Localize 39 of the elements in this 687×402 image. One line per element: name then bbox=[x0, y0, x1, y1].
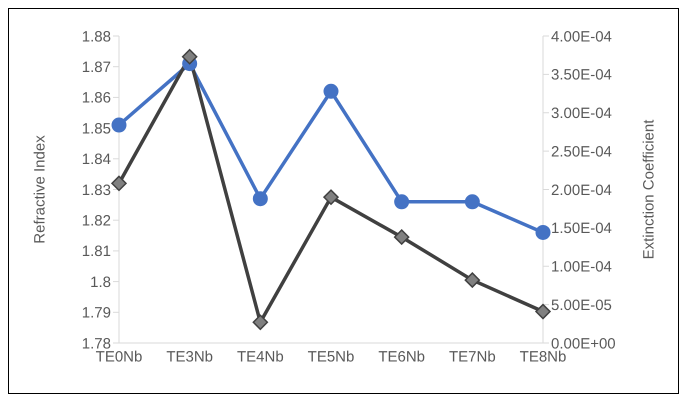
y-tick-label: 1.85 bbox=[82, 120, 111, 138]
x-tick-label: TE8Nb bbox=[520, 348, 566, 366]
y2-tick-label: 3.00E-04 bbox=[551, 105, 612, 122]
x-tick-label: TE6Nb bbox=[378, 348, 426, 366]
y-tick-label: 1.81 bbox=[82, 243, 111, 260]
x-tick-label: TE4Nb bbox=[236, 348, 284, 366]
y-axis-title: Refractive Index bbox=[31, 134, 48, 244]
point bbox=[394, 194, 410, 210]
y2-tick-label: 1.00E-04 bbox=[551, 258, 612, 276]
point bbox=[112, 118, 126, 133]
y2-tick-label: 4.00E-04 bbox=[551, 28, 612, 46]
x-tick-label: TE7Nb bbox=[448, 348, 496, 366]
y2-axis-title: Extinction Coefficient bbox=[640, 118, 658, 260]
y-tick-label: 1.86 bbox=[82, 90, 111, 107]
point bbox=[252, 191, 268, 206]
y-tick-label: 1.83 bbox=[82, 182, 111, 199]
y-tick-label: 1.8 bbox=[90, 274, 111, 291]
y2-tick-label: 3.50E-04 bbox=[551, 66, 612, 84]
y-tick-label: 1.87 bbox=[82, 59, 111, 76]
y2-tick-label: 2.50E-04 bbox=[551, 143, 612, 160]
x-tick-label: TE5Nb bbox=[308, 348, 354, 366]
point bbox=[535, 304, 551, 320]
point bbox=[252, 314, 268, 330]
point bbox=[111, 176, 127, 192]
y2-tick-label: 1.50E-04 bbox=[551, 220, 612, 238]
x-tick-label: TE3Nb bbox=[166, 348, 214, 366]
y-tick-label: 1.84 bbox=[82, 151, 111, 168]
y-tick-label: 1.79 bbox=[82, 304, 111, 322]
y-tick-label: 1.88 bbox=[82, 28, 111, 46]
point bbox=[464, 194, 480, 210]
point bbox=[182, 48, 198, 64]
point bbox=[324, 84, 338, 99]
y2-tick-label: 2.00E-04 bbox=[551, 182, 612, 199]
point bbox=[536, 224, 550, 240]
y-tick-label: 1.82 bbox=[82, 212, 111, 230]
point bbox=[394, 229, 410, 245]
point bbox=[464, 272, 480, 288]
y2-tick-label: 5.00E-05 bbox=[551, 296, 612, 314]
point bbox=[323, 189, 339, 205]
